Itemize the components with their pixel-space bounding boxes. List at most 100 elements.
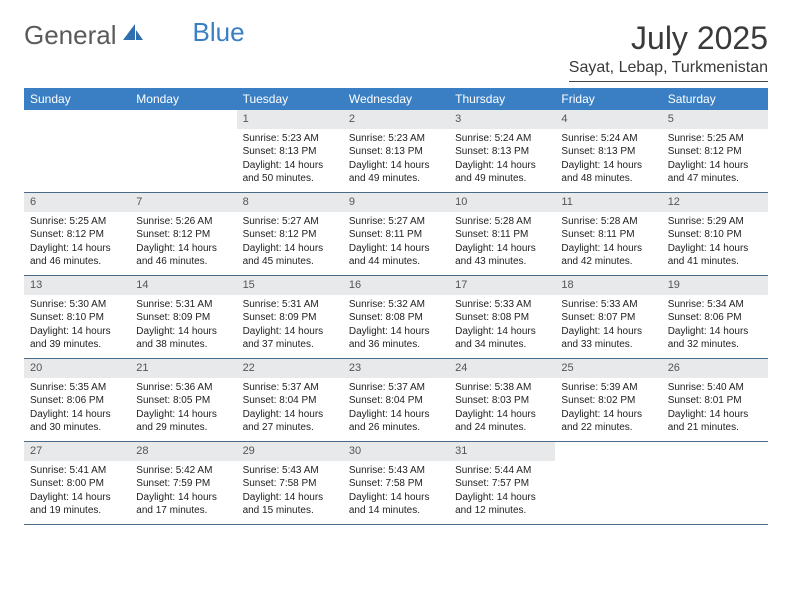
day-cell: 18Sunrise: 5:33 AMSunset: 8:07 PMDayligh…	[555, 276, 661, 358]
sunrise-text: Sunrise: 5:31 AM	[243, 298, 337, 312]
daylight-text-2: and 22 minutes.	[561, 421, 655, 435]
daylight-text-1: Daylight: 14 hours	[30, 408, 124, 422]
sunset-text: Sunset: 8:12 PM	[30, 228, 124, 242]
day-body: Sunrise: 5:33 AMSunset: 8:07 PMDaylight:…	[555, 295, 661, 357]
weekday-label: Saturday	[662, 88, 768, 110]
sunrise-text: Sunrise: 5:28 AM	[561, 215, 655, 229]
day-cell: 5Sunrise: 5:25 AMSunset: 8:12 PMDaylight…	[662, 110, 768, 192]
week-row: 6Sunrise: 5:25 AMSunset: 8:12 PMDaylight…	[24, 193, 768, 276]
sunset-text: Sunset: 8:08 PM	[349, 311, 443, 325]
sunrise-text: Sunrise: 5:33 AM	[561, 298, 655, 312]
daylight-text-2: and 41 minutes.	[668, 255, 762, 269]
brand-part2: Blue	[193, 17, 245, 48]
day-number: 3	[449, 110, 555, 129]
sunrise-text: Sunrise: 5:33 AM	[455, 298, 549, 312]
daylight-text-1: Daylight: 14 hours	[349, 159, 443, 173]
daylight-text-1: Daylight: 14 hours	[455, 491, 549, 505]
daylight-text-2: and 48 minutes.	[561, 172, 655, 186]
daylight-text-2: and 49 minutes.	[455, 172, 549, 186]
sunrise-text: Sunrise: 5:25 AM	[30, 215, 124, 229]
day-body: Sunrise: 5:31 AMSunset: 8:09 PMDaylight:…	[237, 295, 343, 357]
weekday-label: Sunday	[24, 88, 130, 110]
day-number: 16	[343, 276, 449, 295]
sunset-text: Sunset: 8:12 PM	[668, 145, 762, 159]
day-body: Sunrise: 5:23 AMSunset: 8:13 PMDaylight:…	[343, 129, 449, 191]
sunset-text: Sunset: 8:02 PM	[561, 394, 655, 408]
day-number: 22	[237, 359, 343, 378]
daylight-text-1: Daylight: 14 hours	[243, 159, 337, 173]
brand-part1: General	[24, 20, 117, 51]
sunrise-text: Sunrise: 5:43 AM	[349, 464, 443, 478]
sunrise-text: Sunrise: 5:23 AM	[243, 132, 337, 146]
daylight-text-2: and 12 minutes.	[455, 504, 549, 518]
daylight-text-2: and 49 minutes.	[349, 172, 443, 186]
sunrise-text: Sunrise: 5:35 AM	[30, 381, 124, 395]
day-number: 14	[130, 276, 236, 295]
day-body: Sunrise: 5:23 AMSunset: 8:13 PMDaylight:…	[237, 129, 343, 191]
day-body: Sunrise: 5:41 AMSunset: 8:00 PMDaylight:…	[24, 461, 130, 523]
daylight-text-2: and 37 minutes.	[243, 338, 337, 352]
daylight-text-2: and 24 minutes.	[455, 421, 549, 435]
day-body: Sunrise: 5:27 AMSunset: 8:12 PMDaylight:…	[237, 212, 343, 274]
day-body: Sunrise: 5:40 AMSunset: 8:01 PMDaylight:…	[662, 378, 768, 440]
daylight-text-2: and 43 minutes.	[455, 255, 549, 269]
sunset-text: Sunset: 8:08 PM	[455, 311, 549, 325]
day-number: 8	[237, 193, 343, 212]
daylight-text-1: Daylight: 14 hours	[455, 408, 549, 422]
day-cell: 12Sunrise: 5:29 AMSunset: 8:10 PMDayligh…	[662, 193, 768, 275]
title-block: July 2025 Sayat, Lebap, Turkmenistan	[569, 20, 768, 82]
daylight-text-1: Daylight: 14 hours	[561, 159, 655, 173]
day-number: 20	[24, 359, 130, 378]
weekday-label: Thursday	[449, 88, 555, 110]
daylight-text-1: Daylight: 14 hours	[561, 408, 655, 422]
day-body: Sunrise: 5:36 AMSunset: 8:05 PMDaylight:…	[130, 378, 236, 440]
day-cell: 16Sunrise: 5:32 AMSunset: 8:08 PMDayligh…	[343, 276, 449, 358]
day-cell: 11Sunrise: 5:28 AMSunset: 8:11 PMDayligh…	[555, 193, 661, 275]
sunrise-text: Sunrise: 5:42 AM	[136, 464, 230, 478]
sunset-text: Sunset: 8:01 PM	[668, 394, 762, 408]
day-cell: 10Sunrise: 5:28 AMSunset: 8:11 PMDayligh…	[449, 193, 555, 275]
day-cell: 15Sunrise: 5:31 AMSunset: 8:09 PMDayligh…	[237, 276, 343, 358]
sunset-text: Sunset: 7:57 PM	[455, 477, 549, 491]
day-body: Sunrise: 5:39 AMSunset: 8:02 PMDaylight:…	[555, 378, 661, 440]
day-number: 4	[555, 110, 661, 129]
day-number: 27	[24, 442, 130, 461]
day-cell: 1Sunrise: 5:23 AMSunset: 8:13 PMDaylight…	[237, 110, 343, 192]
day-cell: 24Sunrise: 5:38 AMSunset: 8:03 PMDayligh…	[449, 359, 555, 441]
sunset-text: Sunset: 7:59 PM	[136, 477, 230, 491]
daylight-text-2: and 45 minutes.	[243, 255, 337, 269]
day-number: 7	[130, 193, 236, 212]
day-body: Sunrise: 5:43 AMSunset: 7:58 PMDaylight:…	[343, 461, 449, 523]
sunrise-text: Sunrise: 5:27 AM	[349, 215, 443, 229]
daylight-text-1: Daylight: 14 hours	[136, 325, 230, 339]
week-row: 20Sunrise: 5:35 AMSunset: 8:06 PMDayligh…	[24, 359, 768, 442]
sunrise-text: Sunrise: 5:30 AM	[30, 298, 124, 312]
brand-logo: General Blue	[24, 20, 245, 51]
day-number: 17	[449, 276, 555, 295]
day-body: Sunrise: 5:34 AMSunset: 8:06 PMDaylight:…	[662, 295, 768, 357]
day-body: Sunrise: 5:25 AMSunset: 8:12 PMDaylight:…	[662, 129, 768, 191]
empty-cell	[662, 442, 768, 524]
daylight-text-1: Daylight: 14 hours	[136, 242, 230, 256]
daylight-text-2: and 30 minutes.	[30, 421, 124, 435]
daylight-text-1: Daylight: 14 hours	[668, 408, 762, 422]
daylight-text-1: Daylight: 14 hours	[668, 242, 762, 256]
day-number: 12	[662, 193, 768, 212]
day-body: Sunrise: 5:43 AMSunset: 7:58 PMDaylight:…	[237, 461, 343, 523]
day-cell: 13Sunrise: 5:30 AMSunset: 8:10 PMDayligh…	[24, 276, 130, 358]
daylight-text-1: Daylight: 14 hours	[30, 325, 124, 339]
daylight-text-2: and 26 minutes.	[349, 421, 443, 435]
sunrise-text: Sunrise: 5:25 AM	[668, 132, 762, 146]
day-body: Sunrise: 5:26 AMSunset: 8:12 PMDaylight:…	[130, 212, 236, 274]
sunrise-text: Sunrise: 5:23 AM	[349, 132, 443, 146]
day-cell: 9Sunrise: 5:27 AMSunset: 8:11 PMDaylight…	[343, 193, 449, 275]
sunrise-text: Sunrise: 5:24 AM	[455, 132, 549, 146]
day-body: Sunrise: 5:42 AMSunset: 7:59 PMDaylight:…	[130, 461, 236, 523]
sunrise-text: Sunrise: 5:39 AM	[561, 381, 655, 395]
day-cell: 25Sunrise: 5:39 AMSunset: 8:02 PMDayligh…	[555, 359, 661, 441]
day-body: Sunrise: 5:30 AMSunset: 8:10 PMDaylight:…	[24, 295, 130, 357]
sunset-text: Sunset: 8:13 PM	[561, 145, 655, 159]
sunset-text: Sunset: 8:06 PM	[668, 311, 762, 325]
sunset-text: Sunset: 8:10 PM	[668, 228, 762, 242]
day-cell: 20Sunrise: 5:35 AMSunset: 8:06 PMDayligh…	[24, 359, 130, 441]
